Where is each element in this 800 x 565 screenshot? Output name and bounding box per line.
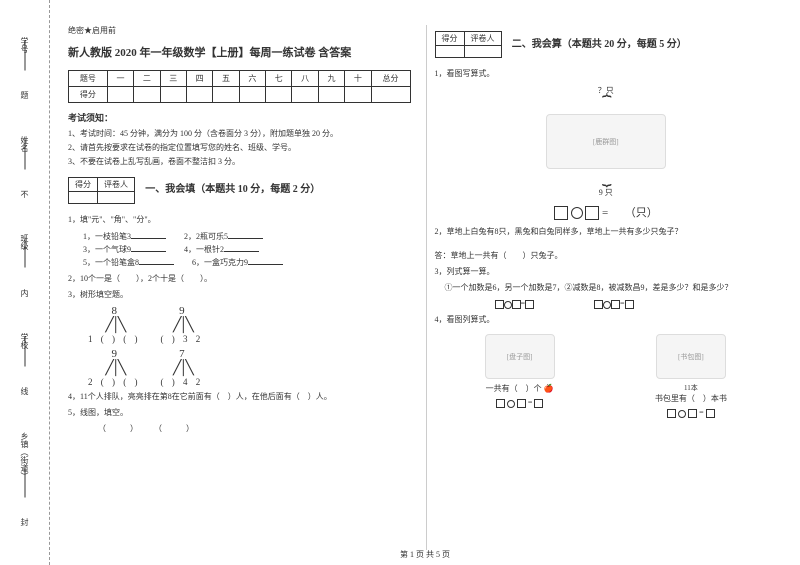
notice-item: 1、考试时间：45 分钟，满分为 100 分（含卷面分 3 分），附加题单独 2…	[68, 128, 411, 139]
notice-item: 3、不要在试卷上乱写乱画，卷面不整洁扣 3 分。	[68, 156, 411, 167]
binding-label-5: 学号	[10, 37, 40, 56]
left-column: 绝密★启用前 新人教版 2020 年一年级数学【上册】每周一练试卷 含答案 题号…	[60, 25, 427, 550]
question-4: 4，11个人排队，亮亮排在第8在它前面有（ ）人，在他后面有（ ）人。	[68, 391, 411, 403]
binding-marker: 不	[21, 189, 29, 200]
question-3: 3，树形填空题。	[68, 289, 411, 301]
binding-label-2: 学校	[10, 333, 40, 352]
binding-label-3: 班级	[10, 234, 40, 253]
s2-q3-equations: = =	[435, 298, 778, 310]
binding-marker: 封	[21, 517, 29, 528]
tree-diagrams-row2: 9 ╱│╲ 2 ( ) ( ) 7 ╱│╲ ( ) 4 2	[88, 348, 411, 387]
question-2: 2，10个一是（ ），2个十是（ ）。	[68, 273, 411, 285]
section-2-title: 二、我会算（本题共 20 分，每题 5 分）	[512, 39, 687, 50]
binding-marker: 线	[21, 386, 29, 397]
confidential-tag: 绝密★启用前	[68, 25, 411, 36]
section-1-title: 一、我会填（本题共 10 分，每题 2 分）	[145, 184, 320, 195]
food-illustrations: [盘子图] 一共有（ ）个 🍎 = [书包图] 11本 书包里有（ ）本书 =	[435, 334, 778, 418]
binding-margin: 学号 题 姓名 不 班级 内 学校 线 乡镇（街道） 封	[0, 0, 50, 565]
s2-question-3: 3，列式算一算。	[435, 266, 778, 278]
binding-label-1: 乡镇（街道）	[10, 432, 40, 483]
page-content: 绝密★启用前 新人教版 2020 年一年级数学【上册】每周一练试卷 含答案 题号…	[50, 0, 800, 565]
tree-diagram: 8 ╱│╲ 1 ( ) ( )	[88, 305, 141, 344]
bag-image: [书包图]	[656, 334, 726, 379]
binding-marker: 内	[21, 288, 29, 299]
s2-question-2: 2，草地上白兔有8只，黑兔和白兔同样多，草地上一共有多少只兔子？	[435, 226, 778, 238]
question-5-blanks: （ ） （ ）	[68, 423, 411, 435]
notice-title: 考试须知：	[68, 111, 411, 124]
score-table: 题号 一 二 三 四 五 六 七 八 九 十 总分 得分	[68, 70, 411, 103]
food-left: [盘子图] 一共有（ ）个 🍎 =	[485, 334, 555, 418]
s2-question-3-sub: ①一个加数是6，另一个加数是7，②减数是8，被减数昌9，差是多少？和是多少？	[435, 282, 778, 294]
table-row: 得分	[69, 87, 411, 103]
tree-diagram: 9 ╱│╲ 2 ( ) ( )	[88, 348, 141, 387]
right-column: 得分 评卷人 二、我会算（本题共 20 分，每题 5 分） 1，看图写算式。 ？…	[427, 25, 786, 550]
deer-image-placeholder: [鹿群图]	[546, 114, 666, 169]
s2-question-4: 4，看图列算式。	[435, 314, 778, 326]
section-score-box: 得分 评卷人 二、我会算（本题共 20 分，每题 5 分）	[435, 31, 687, 58]
plates-image: [盘子图]	[485, 334, 555, 379]
question-5: 5，线图，填空。	[68, 407, 411, 419]
exam-title: 新人教版 2020 年一年级数学【上册】每周一练试卷 含答案	[68, 44, 411, 60]
notice-item: 2、请首先按要求在试卷的指定位置填写您的姓名、班级、学号。	[68, 142, 411, 153]
food-right: [书包图] 11本 书包里有（ ）本书 =	[655, 334, 727, 418]
s2-question-1: 1，看图写算式。	[435, 68, 778, 80]
page-footer: 第 1 页 共 5 页	[400, 549, 450, 560]
question-1: 1，填"元"、"角"、"分"。	[68, 214, 411, 226]
deer-illustration: ？只 ⏞ [鹿群图] ⏟ 9 只	[435, 85, 778, 198]
binding-marker: 题	[21, 90, 29, 101]
tree-diagrams-row1: 8 ╱│╲ 1 ( ) ( ) 9 ╱│╲ ( ) 3 2	[88, 305, 411, 344]
s2-question-2-answer: 答：草地上一共有（ ）只兔子。	[435, 250, 778, 262]
question-1-items: 1，一枝铅笔3 2，2瓶可乐5 3，一个气球9 4，一根针2 5，一个铅笔盒8 …	[68, 230, 411, 269]
tree-diagram: 7 ╱│╲ ( ) 4 2	[161, 348, 204, 387]
equation-boxes: = （只）	[435, 204, 778, 220]
tree-diagram: 9 ╱│╲ ( ) 3 2	[161, 305, 204, 344]
section-score-box: 得分 评卷人 一、我会填（本题共 10 分，每题 2 分）	[68, 177, 320, 204]
table-row: 题号 一 二 三 四 五 六 七 八 九 十 总分	[69, 71, 411, 87]
binding-label-4: 姓名	[10, 136, 40, 155]
